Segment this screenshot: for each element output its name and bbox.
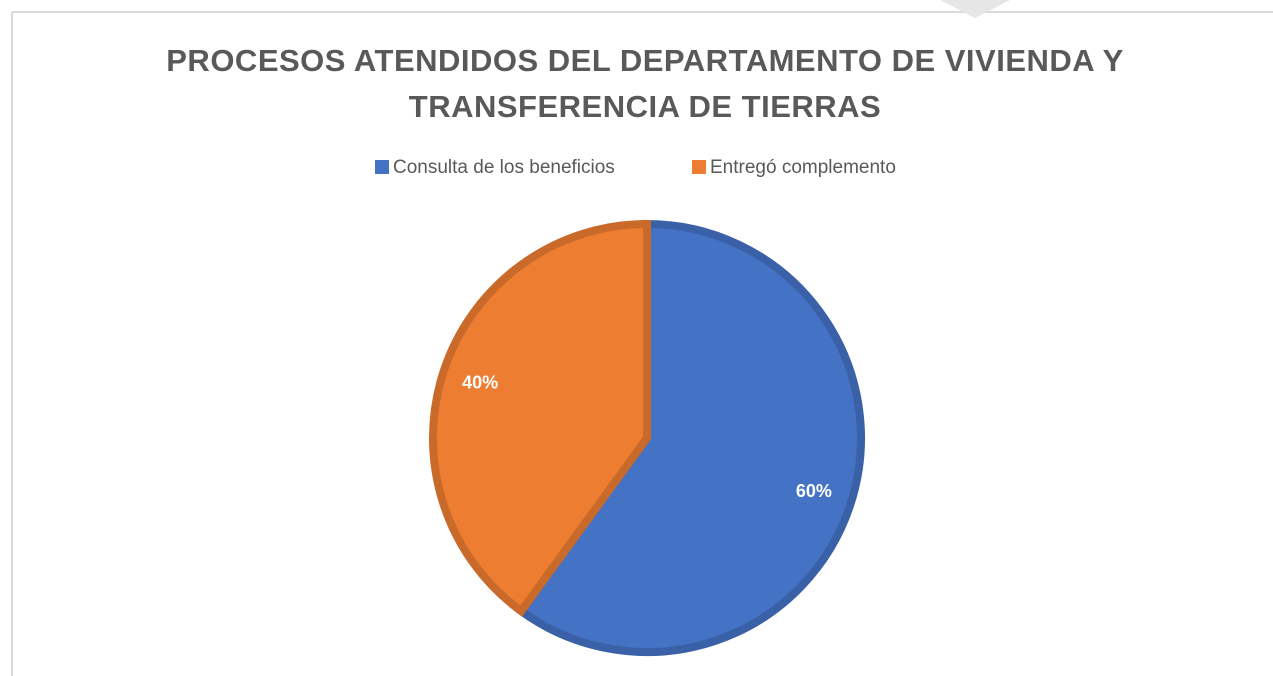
legend-swatch: [692, 160, 706, 174]
data-label: 40%: [462, 373, 498, 393]
legend-swatch: [375, 160, 389, 174]
pie-slice: [515, 219, 865, 656]
legend-label: Consulta de los beneficios: [393, 157, 615, 178]
chart-title: PROCESOS ATENDIDOS DEL DEPARTAMENTO DE V…: [166, 43, 1124, 124]
pie-slice: [429, 219, 651, 617]
legend-label: Entregó complemento: [710, 157, 896, 178]
data-label: 60%: [796, 481, 832, 501]
corner-shape: [940, 0, 1010, 18]
